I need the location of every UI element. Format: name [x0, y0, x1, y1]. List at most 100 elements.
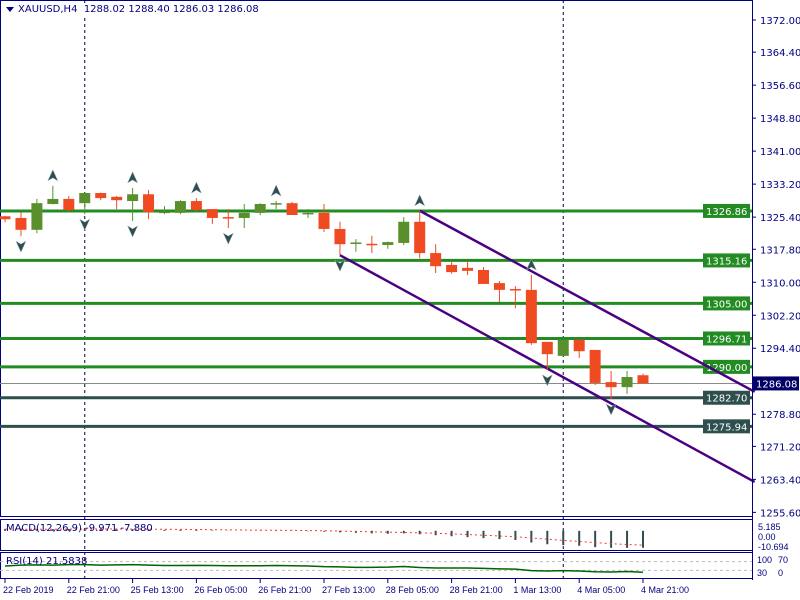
candle-body — [509, 289, 521, 291]
price-tick-label: 1294.40 — [760, 344, 800, 355]
candle-body — [47, 198, 59, 205]
price-tick-label: 1263.40 — [760, 475, 800, 486]
fractal-up-arrow-icon — [127, 171, 139, 184]
level-price-label: 1315.16 — [706, 256, 747, 267]
level-price-label-bg — [703, 331, 750, 346]
fractal-up-arrow-icon — [414, 194, 426, 207]
fractal-down-arrow-icon — [334, 259, 346, 272]
price-tick-label: 1317.80 — [760, 245, 800, 256]
rsi-scale-label: 0 — [778, 568, 783, 578]
candle-body — [589, 349, 601, 383]
price-tick-label: 1271.20 — [760, 442, 800, 453]
level-price-label-bg — [703, 419, 750, 434]
rsi-label: RSI(14) 21.5838 — [6, 556, 88, 567]
price-tick-label: 1325.40 — [760, 213, 800, 224]
rsi-scale-label: 70 — [778, 555, 788, 565]
bid-price-label-bg — [753, 376, 799, 391]
candle-body — [270, 203, 282, 205]
channel-trendline — [419, 209, 756, 393]
rsi-line — [4, 563, 644, 574]
time-tick-label: 22 Feb 2019 — [3, 585, 54, 595]
level-price-label: 1275.94 — [706, 422, 747, 433]
level-price-label-bg — [703, 296, 750, 311]
ohlc-readout: 1288.02 1288.40 1286.03 1286.08 — [83, 4, 259, 15]
candle-body — [111, 196, 123, 201]
macd-label: MACD(12,26,9) -9.971 -7.880 — [6, 523, 153, 534]
price-tick-label: 1333.20 — [760, 180, 800, 191]
candle-body — [541, 341, 553, 355]
fractal-down-arrow-icon — [222, 232, 234, 245]
candle-body — [446, 264, 458, 273]
level-price-label: 1282.70 — [706, 394, 747, 405]
macd-scale-label: 0.00 — [758, 532, 776, 542]
macd-scale-label: -10.694 — [758, 542, 789, 552]
candle-body — [557, 339, 569, 356]
candle-body — [621, 377, 633, 388]
dropdown-triangle-icon[interactable] — [6, 6, 14, 12]
candle-body — [318, 212, 330, 229]
symbol-label: XAUUSD,H4 — [18, 4, 78, 15]
level-price-label: 1326.86 — [706, 207, 747, 218]
price-tick-label: 1302.20 — [760, 311, 800, 322]
price-tick-label: 1348.80 — [760, 114, 800, 125]
fractal-down-arrow-icon — [79, 218, 91, 231]
candle-body — [478, 269, 489, 284]
candle-body — [525, 289, 537, 344]
price-tick-label: 1278.80 — [760, 410, 800, 421]
price-tick-label: 1364.40 — [760, 48, 800, 59]
macd-signal-line — [4, 528, 644, 546]
candle-body — [605, 382, 617, 388]
time-tick-label: 1 Mar 13:00 — [513, 585, 561, 595]
level-price-label-bg — [703, 390, 750, 405]
candle-body — [222, 217, 234, 219]
price-tick-label: 1356.60 — [760, 81, 800, 92]
candle-body — [334, 228, 346, 245]
rsi-scale-label: 30 — [757, 568, 767, 578]
candle-body — [430, 253, 442, 267]
candle-body — [573, 339, 585, 352]
candle-body — [398, 221, 410, 243]
candle-body — [286, 203, 298, 216]
main-panel-frame — [0, 0, 753, 517]
candle-body — [159, 211, 170, 214]
time-tick-label: 26 Feb 05:00 — [194, 585, 247, 595]
level-price-label-bg — [703, 203, 750, 218]
fractal-up-arrow-icon — [525, 258, 537, 271]
time-tick-label: 25 Feb 13:00 — [131, 585, 184, 595]
candle-body — [414, 221, 426, 254]
candle-body — [174, 201, 186, 213]
candle-body — [79, 193, 91, 204]
candle-body — [31, 203, 43, 230]
fractal-down-arrow-icon — [127, 225, 139, 238]
chart-header: XAUUSD,H4 1288.02 1288.40 1286.03 1286.0… — [6, 4, 259, 15]
level-price-label-bg — [703, 253, 750, 268]
candle-body — [206, 209, 218, 218]
time-tick-label: 28 Feb 21:00 — [450, 585, 503, 595]
level-price-label: 1290.00 — [706, 363, 747, 374]
candle-body — [143, 194, 155, 213]
price-tick-label: 1372.00 — [760, 16, 800, 27]
fractal-up-arrow-icon — [190, 181, 202, 194]
candle-body — [366, 243, 378, 246]
time-tick-label: 4 Mar 05:00 — [577, 585, 625, 595]
time-tick-label: 22 Feb 21:00 — [67, 585, 120, 595]
candle-body — [15, 217, 27, 230]
fractal-up-arrow-icon — [270, 184, 282, 197]
fractal-up-arrow-icon — [47, 169, 59, 182]
fractal-down-arrow-icon — [605, 403, 617, 416]
fractal-down-arrow-icon — [15, 240, 27, 253]
time-tick-label: 27 Feb 13:00 — [322, 585, 375, 595]
price-tick-label: 1255.60 — [760, 508, 800, 519]
candle-body — [127, 194, 139, 202]
candle-body — [0, 216, 11, 220]
bid-price-label: 1286.08 — [756, 379, 797, 390]
candle-body — [254, 204, 266, 213]
level-price-label: 1296.71 — [706, 334, 747, 345]
candle-body — [493, 283, 505, 290]
time-tick-label: 28 Feb 05:00 — [386, 585, 439, 595]
price-tick-label: 1341.00 — [760, 147, 800, 158]
candle-body — [238, 212, 250, 218]
level-price-label: 1305.00 — [706, 299, 747, 310]
candle-body — [190, 201, 202, 210]
